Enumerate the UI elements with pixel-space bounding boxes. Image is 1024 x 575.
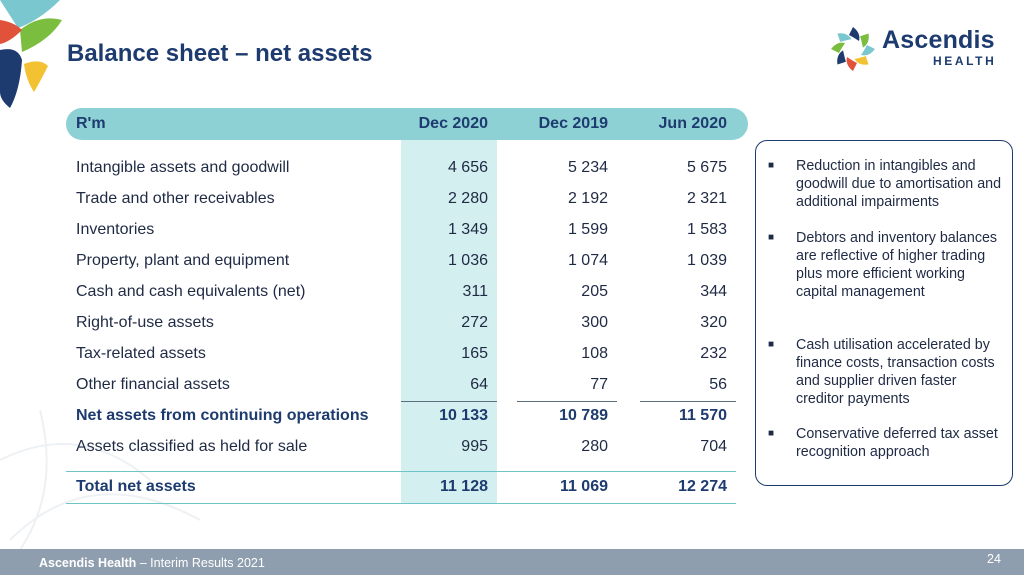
- highlighted-column: [401, 140, 497, 504]
- header-jun-2020: Jun 2020: [658, 115, 727, 132]
- background-watermark: [0, 409, 201, 550]
- list-item: ■ Reduction in intangibles and goodwill …: [768, 158, 1002, 210]
- header-unit: R'm: [76, 115, 106, 132]
- logo-mark-icon: [831, 27, 875, 71]
- list-item: ■ Debtors and inventory balances are ref…: [768, 230, 998, 300]
- header-dec-2019: Dec 2019: [538, 115, 608, 132]
- footer-bar: Ascendis Health – Interim Results 2021: [0, 549, 1024, 575]
- subtotal-rule: [401, 401, 497, 402]
- bullet-icon: ■: [768, 160, 775, 171]
- footer-report: Interim Results 2021: [150, 556, 265, 570]
- list-item: ■ Conservative deferred tax asset recogn…: [768, 426, 998, 460]
- logo-subtitle: HEALTH: [933, 54, 997, 68]
- subtotal-rule: [517, 401, 617, 402]
- footer-company: Ascendis Health: [39, 556, 137, 570]
- logo-name: Ascendis: [882, 26, 995, 54]
- bullet-icon: ■: [768, 232, 775, 243]
- commentary-box: ■ Reduction in intangibles and goodwill …: [755, 140, 1013, 486]
- footer-text: Ascendis Health – Interim Results 2021: [39, 556, 265, 570]
- footer-separator: –: [136, 556, 151, 570]
- balance-sheet-table: R'm Dec 2020 Dec 2019 Jun 2020 Intangibl…: [66, 108, 748, 508]
- bullet-icon: ■: [768, 339, 775, 350]
- table-header: R'm Dec 2020 Dec 2019 Jun 2020: [66, 108, 748, 140]
- company-logo: Ascendis HEALTH: [826, 24, 1006, 76]
- subtotal-rule: [640, 401, 736, 402]
- bullet-icon: ■: [768, 428, 775, 439]
- page-number: 24: [987, 552, 1001, 566]
- total-bottom-rule: [66, 503, 736, 504]
- corner-decoration: [0, 0, 62, 108]
- total-top-rule: [66, 471, 736, 472]
- page-title: Balance sheet – net assets: [67, 40, 373, 67]
- list-item: ■ Cash utilisation accelerated by financ…: [768, 337, 995, 407]
- header-dec-2020: Dec 2020: [418, 115, 488, 132]
